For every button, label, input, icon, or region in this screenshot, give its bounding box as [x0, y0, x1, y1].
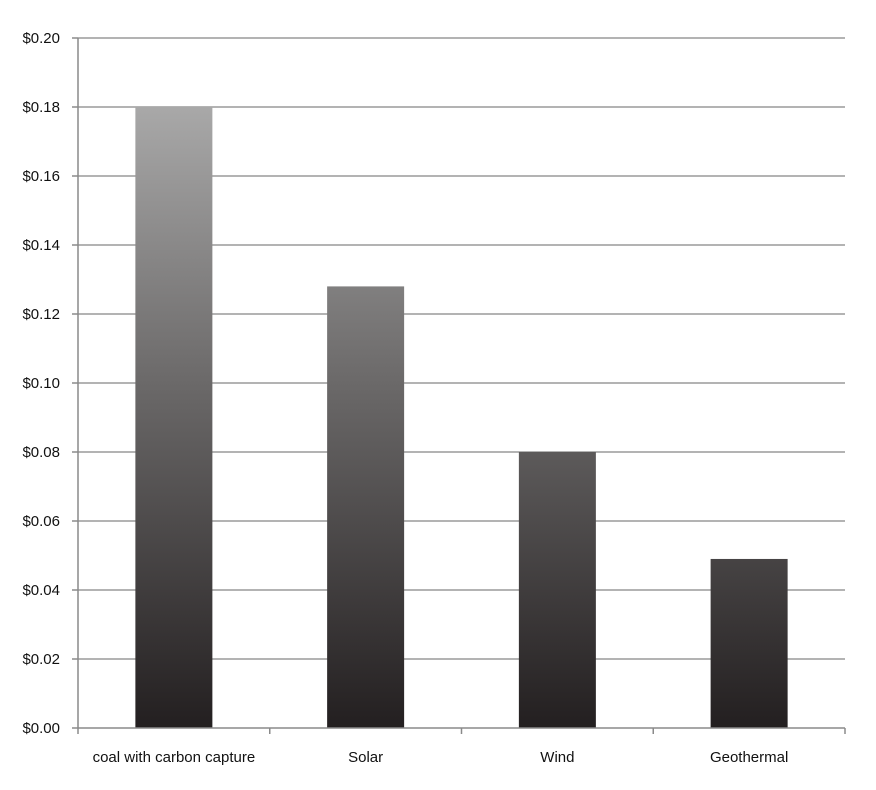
y-tick-label: $0.12 — [22, 306, 60, 323]
x-category-label: Geothermal — [710, 749, 788, 766]
y-tick-label: $0.16 — [22, 168, 60, 185]
y-tick-label: $0.04 — [22, 582, 60, 599]
bar — [710, 558, 788, 728]
y-axis-tick-labels: $0.00 $0.02 $0.04 $0.06 $0.08 $0.10 $0.12 $0.14… — [22, 30, 60, 737]
y-tick-label: $0.02 — [22, 651, 60, 668]
bar — [135, 107, 213, 728]
x-category-label: Solar — [348, 749, 383, 766]
bar — [327, 286, 405, 728]
x-category-label: coal with carbon capture — [93, 749, 256, 766]
y-tick-label: $0.00 — [22, 720, 60, 737]
y-tick-label: $0.08 — [22, 444, 60, 461]
x-category-label: Wind — [540, 749, 574, 766]
y-tick-label: $0.14 — [22, 237, 60, 254]
y-tick-label: $0.20 — [22, 30, 60, 47]
axes — [77, 38, 846, 734]
y-tick-label: $0.10 — [22, 375, 60, 392]
bar — [518, 452, 596, 728]
bars — [135, 107, 788, 728]
x-axis-category-labels: coal with carbon capture Solar Wind Geother… — [93, 749, 789, 766]
y-tick-label: $0.06 — [22, 513, 60, 530]
y-tick-label: $0.18 — [22, 99, 60, 116]
